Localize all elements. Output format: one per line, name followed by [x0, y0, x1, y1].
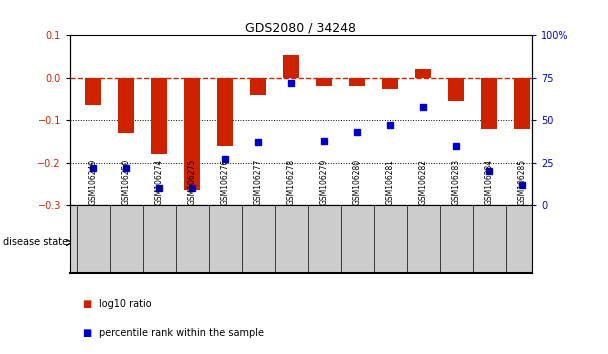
Bar — [415, 69, 431, 78]
Bar — [118, 78, 134, 133]
Bar — [184, 78, 200, 190]
Bar — [514, 78, 530, 129]
Bar — [448, 78, 465, 101]
Text: early onset preeclampsia: early onset preeclampsia — [229, 238, 353, 247]
Text: ■: ■ — [82, 299, 91, 309]
Bar — [316, 78, 333, 86]
Bar — [349, 78, 365, 86]
Bar — [85, 78, 102, 105]
Bar — [217, 78, 233, 146]
Text: ■: ■ — [82, 328, 91, 338]
Title: GDS2080 / 34248: GDS2080 / 34248 — [246, 21, 356, 34]
Bar — [481, 78, 497, 129]
Text: log10 ratio: log10 ratio — [99, 299, 152, 309]
Text: late onset preeclampsia: late onset preeclampsia — [397, 238, 515, 247]
Text: percentile rank within the sample: percentile rank within the sample — [99, 328, 264, 338]
Bar — [250, 78, 266, 95]
Bar — [209, 227, 373, 258]
Bar — [283, 55, 299, 78]
Bar — [382, 78, 398, 88]
Text: normal: normal — [125, 238, 160, 247]
Bar — [151, 78, 167, 154]
Bar — [373, 227, 539, 258]
Bar — [77, 227, 209, 258]
Text: disease state: disease state — [3, 238, 68, 247]
